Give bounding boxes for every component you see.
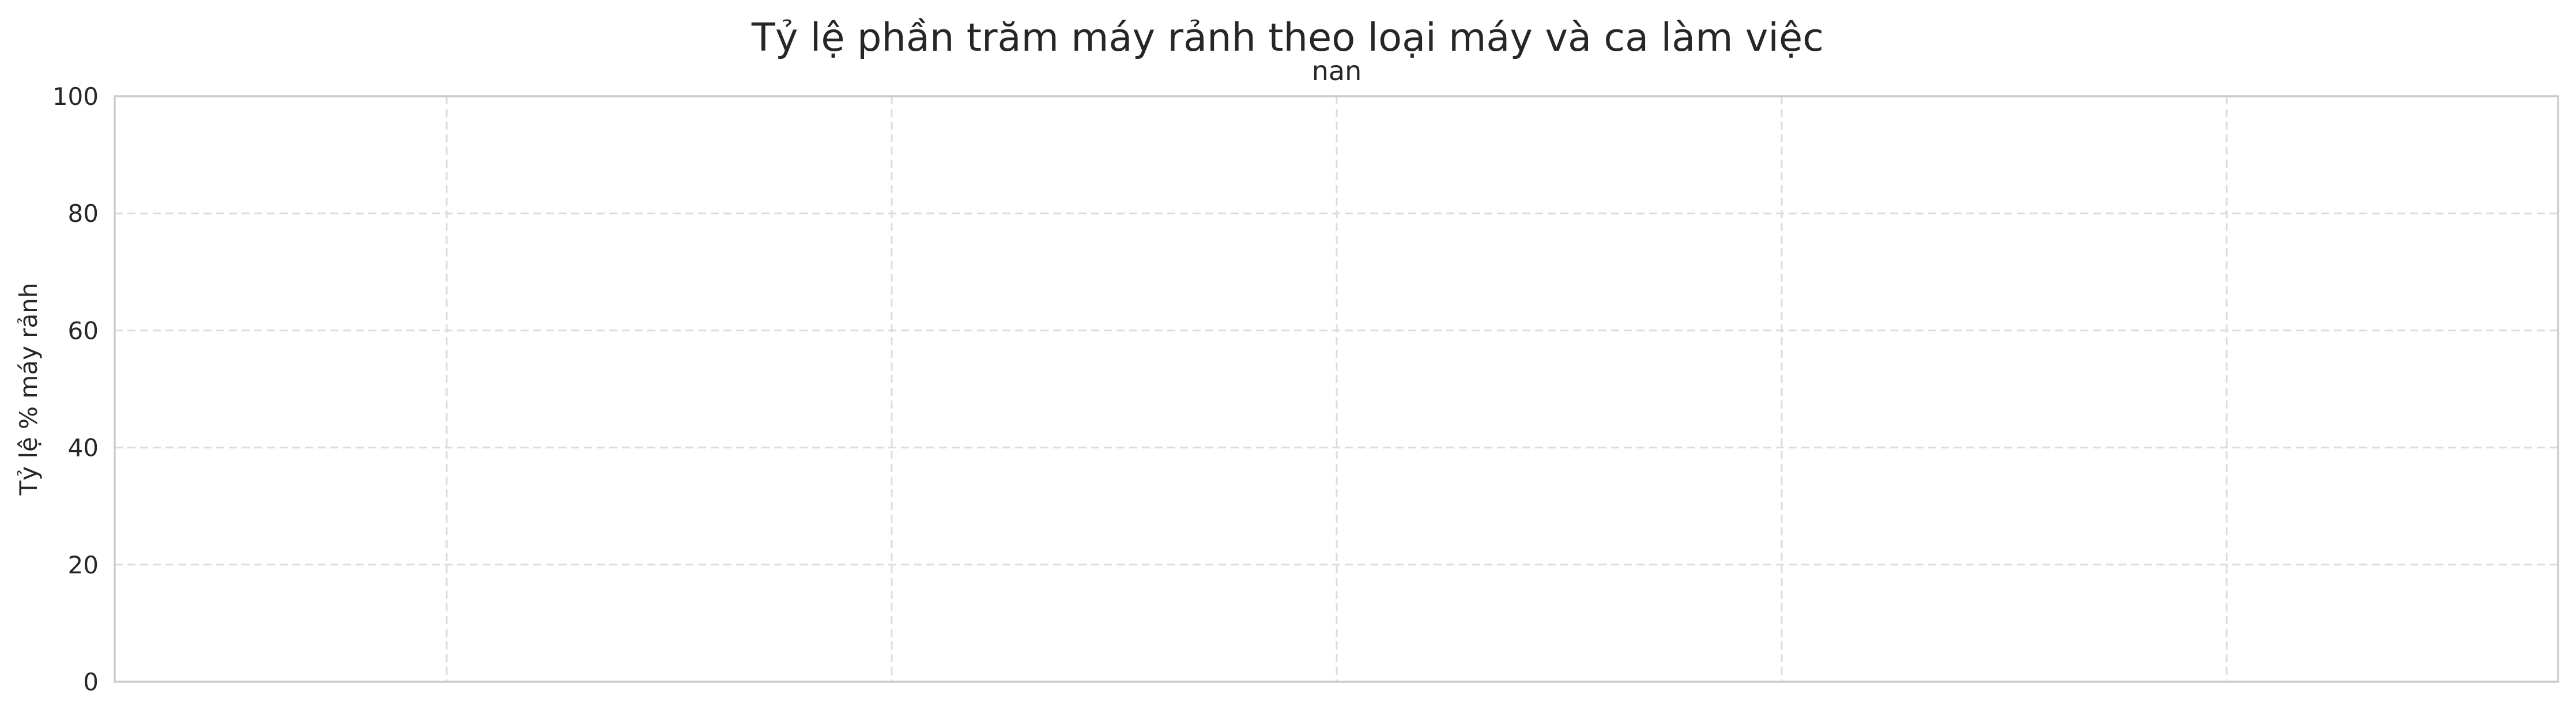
y-tick-label: 100	[52, 82, 99, 111]
y-tick-label: 0	[83, 668, 99, 696]
plot-area-frame	[114, 95, 2559, 683]
y-tick-label: 60	[68, 316, 99, 345]
y-axis-label: Tỷ lệ % máy rảnh	[14, 282, 43, 496]
chart-subtitle: nan	[1312, 55, 1362, 86]
y-tick-label: 40	[68, 434, 99, 462]
y-tick-label: 20	[68, 551, 99, 579]
chart-title: Tỷ lệ phần trăm máy rảnh theo loại máy v…	[751, 15, 1824, 60]
x-gridlines	[446, 96, 2228, 682]
y-tick-label: 80	[68, 199, 99, 228]
y-tick-labels: 0 20 40 60 80 100	[52, 82, 99, 696]
